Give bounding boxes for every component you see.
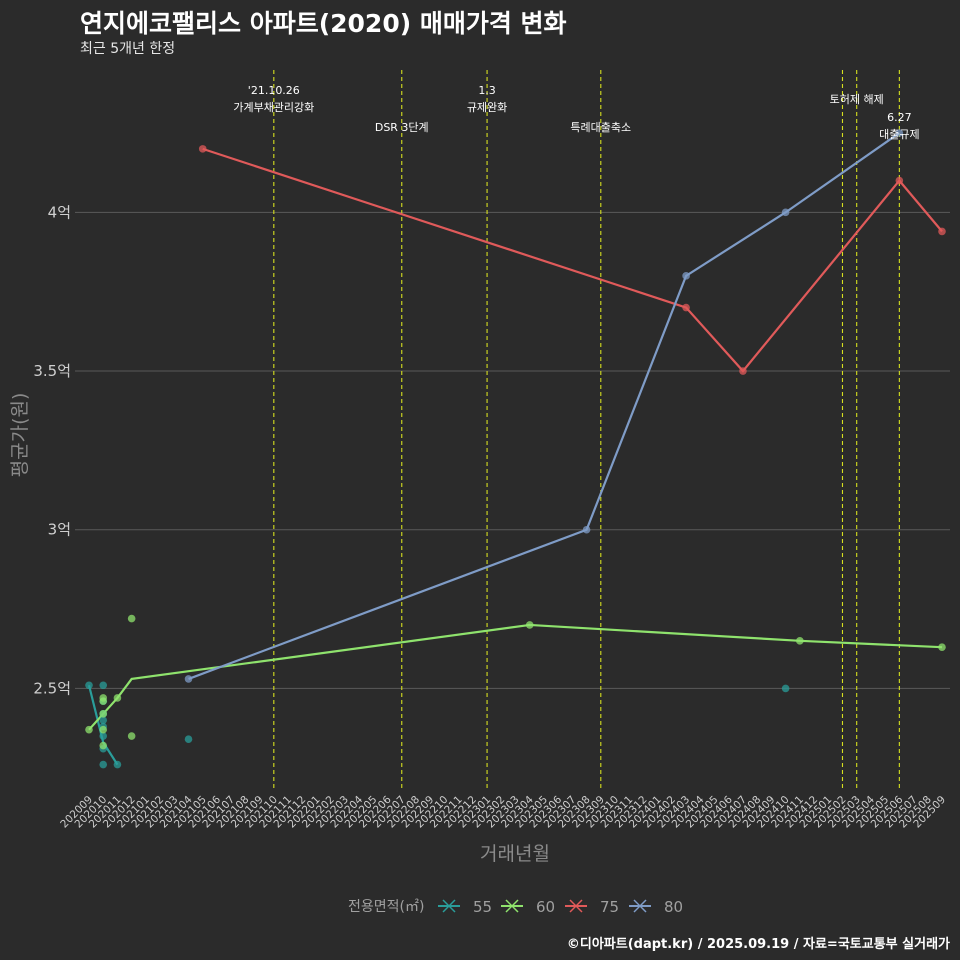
data-point-80 <box>682 272 690 280</box>
data-point-60 <box>113 694 122 702</box>
data-point-75 <box>739 367 747 375</box>
series-line-60 <box>88 623 943 731</box>
data-point-60 <box>127 732 136 740</box>
legend-key-mark <box>633 899 647 913</box>
y-tick-label: 2.5억 <box>33 679 71 697</box>
y-tick-label: 3억 <box>48 521 71 539</box>
data-point-60 <box>99 725 108 734</box>
data-point-80 <box>895 129 904 137</box>
data-point-60 <box>525 621 534 629</box>
data-point-80 <box>184 675 193 683</box>
axis-layer: 2.5억3억3.5억4억2020092020102020112020122021… <box>9 203 948 865</box>
x-axis-title: 거래년월 <box>480 843 550 865</box>
data-point-60 <box>99 710 108 718</box>
data-point-75 <box>682 303 690 312</box>
source-footer: ©디아파트(dapt.kr) / 2025.09.19 / 자료=국토교통부 실… <box>566 937 950 952</box>
event-annotation-text: '21.10.26 <box>248 84 300 97</box>
data-point-75 <box>938 227 946 236</box>
legend-label: 80 <box>664 898 683 916</box>
event-annotation-text: 토허제 해제 <box>830 92 884 106</box>
legend-title: 전용면적(㎡) <box>348 899 424 915</box>
data-point-60 <box>796 637 804 645</box>
event-annotation-text: 특례대출축소 <box>570 121 631 134</box>
data-point-80 <box>781 208 790 217</box>
point-layer <box>85 129 946 769</box>
data-point-55 <box>99 732 108 740</box>
event-annotation-text: 규제완화 <box>467 101 507 114</box>
series-layer <box>87 132 943 766</box>
data-point-55 <box>113 760 122 769</box>
chart-subtitle: 최근 5개년 한정 <box>80 41 176 57</box>
data-point-60 <box>938 643 946 651</box>
legend-label: 60 <box>536 898 555 916</box>
series-line-80 <box>188 132 900 680</box>
chart-title: 연지에코팰리스 아파트(2020) 매매가격 변화 <box>80 9 567 38</box>
event-annotation-text: 6.27 <box>887 111 912 124</box>
data-point-60 <box>99 697 108 705</box>
data-point-60 <box>99 741 108 750</box>
y-tick-label: 4억 <box>48 203 71 221</box>
y-axis-title: 평균가(원) <box>9 393 31 478</box>
data-point-55 <box>99 716 108 724</box>
legend-label: 75 <box>600 898 619 916</box>
y-tick-label: 3.5억 <box>33 362 71 380</box>
data-point-75 <box>895 176 904 185</box>
grid-layer <box>75 211 950 689</box>
data-point-55 <box>85 681 93 690</box>
data-point-60 <box>85 725 93 734</box>
event-annotation-text: 가계부채관리강화 <box>233 101 314 114</box>
data-point-55 <box>184 735 193 744</box>
data-point-55 <box>99 760 108 769</box>
legend-label: 55 <box>473 898 492 916</box>
data-point-55 <box>781 684 790 693</box>
event-annotation-text: 1.3 <box>478 84 496 97</box>
data-point-55 <box>99 681 108 690</box>
event-annotation-text: DSR 3단계 <box>375 121 429 134</box>
data-point-60 <box>127 614 136 623</box>
event-layer <box>273 70 900 790</box>
data-point-80 <box>582 525 591 534</box>
legend-key-mark <box>442 899 456 913</box>
legend: 전용면적(㎡) 55 60 75 80 <box>348 898 683 916</box>
legend-key-mark <box>505 899 519 913</box>
data-point-75 <box>198 145 207 153</box>
legend-key-mark <box>569 899 583 913</box>
event-annotation-text: 대출규제 <box>879 128 919 141</box>
series-line-75 <box>202 147 943 373</box>
